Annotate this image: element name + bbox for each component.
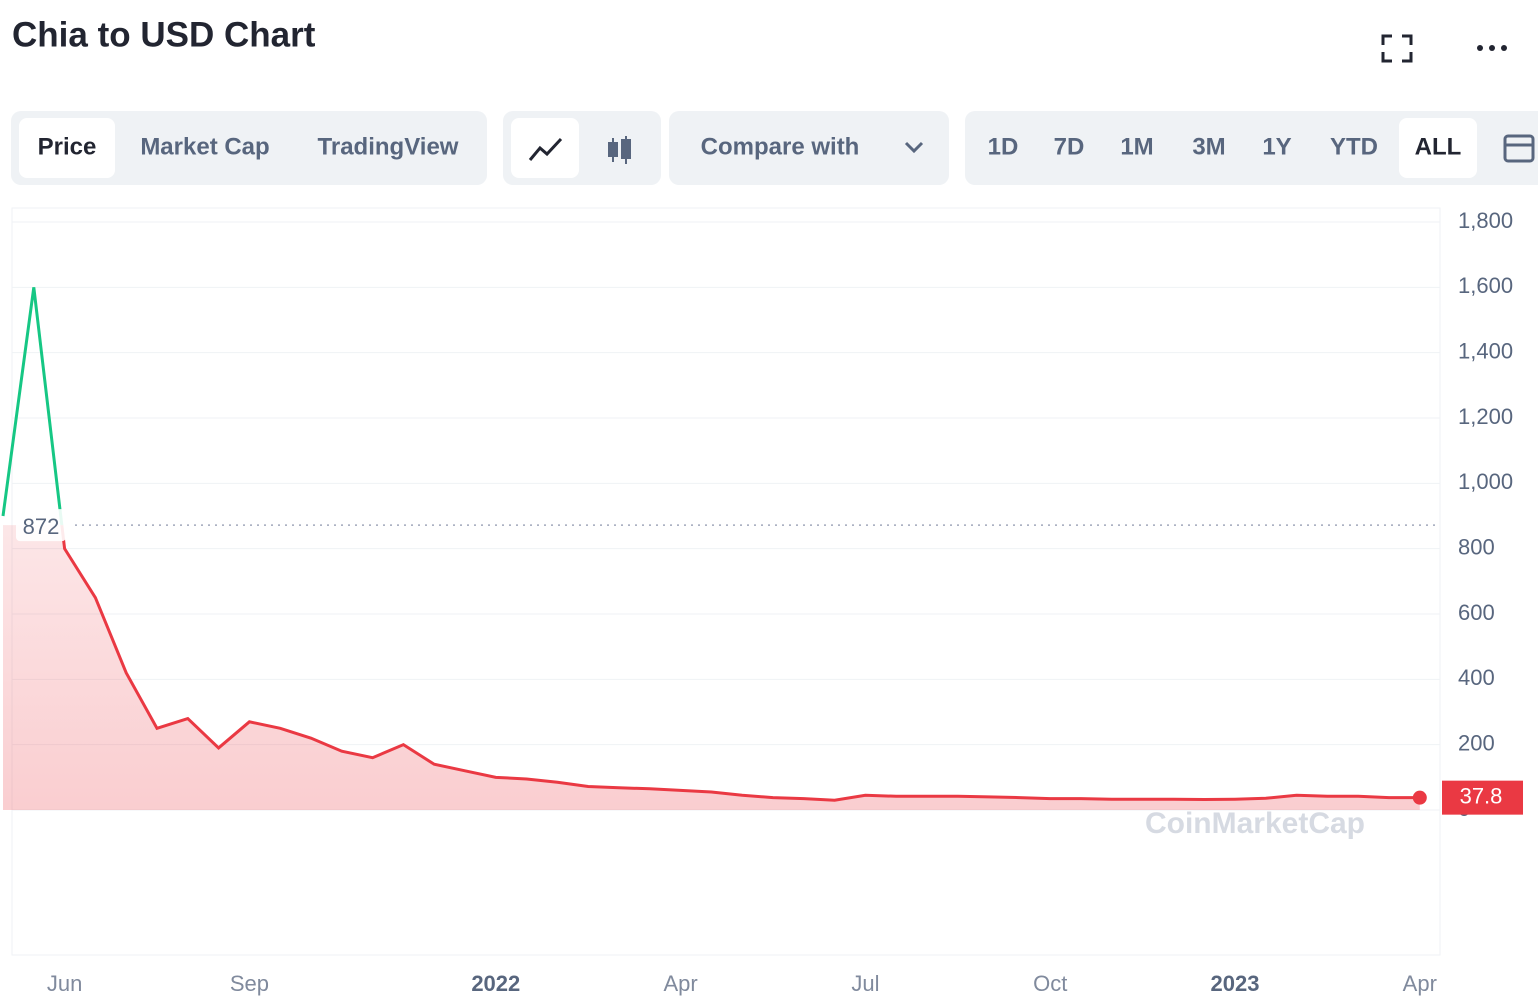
fullscreen-icon[interactable] xyxy=(1381,34,1413,63)
x-tick-label: Jun xyxy=(47,971,82,996)
x-tick-label: Oct xyxy=(1033,971,1067,996)
y-tick-label: 400 xyxy=(1458,665,1495,690)
y-tick-label: 1,200 xyxy=(1458,404,1513,429)
chevron xyxy=(904,141,924,154)
watermark: CoinMarketCap xyxy=(1145,807,1365,840)
more-icon[interactable] xyxy=(1477,45,1507,51)
compare-dropdown[interactable] xyxy=(669,111,949,185)
tab[interactable]: TradingView xyxy=(318,133,459,160)
range[interactable]: 1D xyxy=(988,133,1019,160)
reference-label-bg xyxy=(16,509,66,542)
y-tick-label: 200 xyxy=(1458,730,1495,755)
y-tick-label: 800 xyxy=(1458,534,1495,559)
x-tick-label: Apr xyxy=(1403,971,1437,996)
range[interactable]: ALL xyxy=(1415,133,1462,160)
range[interactable]: YTD xyxy=(1330,133,1378,160)
y-tick-label: 600 xyxy=(1458,600,1495,625)
x-tick-label: Apr xyxy=(663,971,697,996)
range[interactable]: 1Y xyxy=(1262,133,1291,160)
title: Chia to USD Chart xyxy=(12,15,316,54)
x-tick-label: 2022 xyxy=(471,971,520,996)
line-icon[interactable] xyxy=(511,118,579,178)
tab-group xyxy=(11,111,487,185)
price-line-up xyxy=(1,287,64,526)
range[interactable]: 7D xyxy=(1054,133,1085,160)
calendar-icon[interactable] xyxy=(1503,134,1535,163)
plot: 02004006008001,0001,2001,4001,6001,800Ju… xyxy=(1,208,1523,996)
range[interactable]: 1M xyxy=(1120,133,1153,160)
y-tick-label: 1,600 xyxy=(1458,273,1513,298)
area xyxy=(3,525,1420,810)
line-glyph xyxy=(528,137,563,161)
reference-label: 872 xyxy=(23,514,60,539)
tab[interactable]: Market Cap xyxy=(140,133,269,160)
y-tick-label: 1,000 xyxy=(1458,469,1513,494)
y-tick-label: 1,800 xyxy=(1458,208,1513,233)
chart-frame xyxy=(11,207,1441,956)
last-price-bg xyxy=(1442,780,1523,815)
compare-label: Compare with xyxy=(701,133,860,160)
last-price-label: 37.8 xyxy=(1460,783,1503,808)
range-group xyxy=(965,111,1538,185)
tab-selected xyxy=(19,118,115,178)
tab[interactable]: Price xyxy=(38,133,97,160)
x-tick-label: Sep xyxy=(230,971,269,996)
y-tick-label: 1,400 xyxy=(1458,338,1513,363)
last-point xyxy=(1412,790,1427,805)
x-tick-label: Jul xyxy=(851,971,879,996)
x-tick-label: 2023 xyxy=(1211,971,1260,996)
price-line-down xyxy=(60,525,1420,802)
range[interactable]: 3M xyxy=(1192,133,1225,160)
range-selected xyxy=(1399,118,1477,178)
candle-icon[interactable] xyxy=(608,136,631,164)
